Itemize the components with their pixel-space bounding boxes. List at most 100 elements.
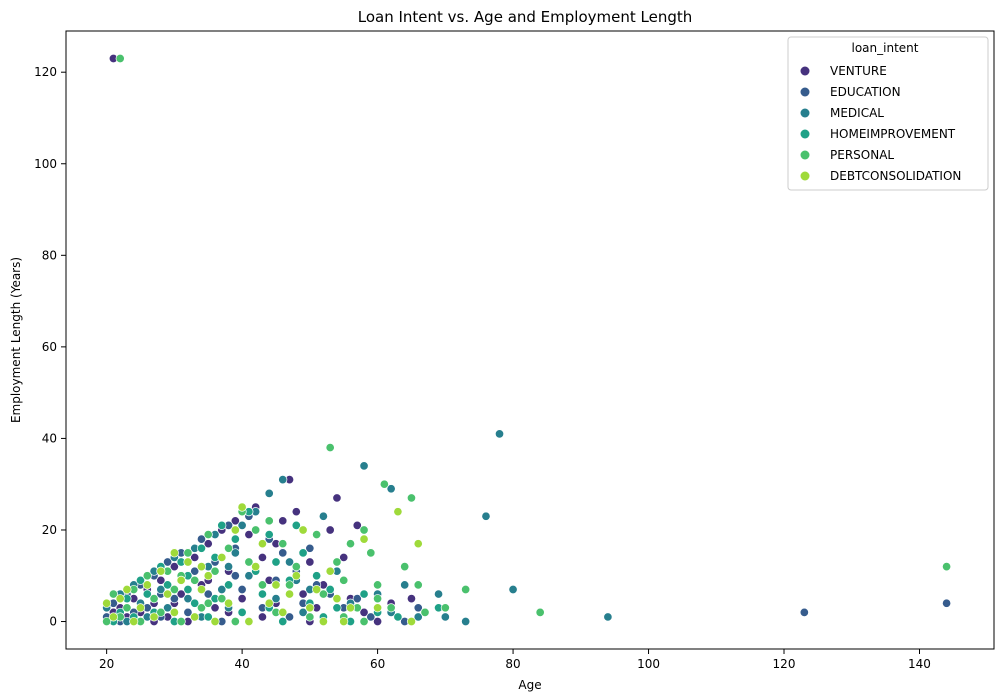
data-point xyxy=(278,516,288,526)
data-point xyxy=(264,516,274,526)
data-point xyxy=(230,616,240,627)
data-point xyxy=(393,612,403,622)
data-point xyxy=(264,598,274,608)
data-point xyxy=(379,479,389,489)
data-point xyxy=(400,580,410,590)
data-point xyxy=(494,429,505,439)
data-point xyxy=(196,543,207,553)
data-point xyxy=(305,543,315,553)
data-point xyxy=(386,484,396,494)
data-point xyxy=(359,534,369,544)
data-point xyxy=(942,598,952,608)
data-point xyxy=(366,612,376,622)
series-debtconsolidation xyxy=(102,502,423,627)
data-point xyxy=(244,530,254,540)
x-axis: 20 40 60 80 100 120 140 xyxy=(99,649,931,671)
x-tick-label: 120 xyxy=(773,657,796,671)
y-axis: 0 20 40 60 80 100 120 xyxy=(34,65,66,629)
data-point xyxy=(359,616,369,627)
data-point xyxy=(325,584,335,595)
data-point xyxy=(156,575,166,585)
data-point xyxy=(413,612,423,622)
y-tick-label: 60 xyxy=(42,340,57,354)
data-point xyxy=(142,571,152,581)
data-point xyxy=(122,603,132,613)
x-tick-label: 100 xyxy=(637,657,660,671)
data-point xyxy=(230,534,240,544)
data-point xyxy=(224,580,234,590)
data-point xyxy=(373,580,383,590)
data-point xyxy=(169,607,179,617)
data-point xyxy=(359,607,369,617)
data-point xyxy=(203,530,213,540)
x-tick-label: 60 xyxy=(370,657,385,671)
data-point xyxy=(244,571,254,581)
data-point xyxy=(257,612,267,622)
data-point xyxy=(413,539,423,549)
data-point xyxy=(461,584,471,595)
data-point xyxy=(210,603,220,613)
data-point xyxy=(135,603,146,613)
data-point xyxy=(345,603,356,613)
x-tick-label: 20 xyxy=(99,657,114,671)
data-point xyxy=(183,584,193,595)
x-tick-label: 140 xyxy=(908,657,931,671)
data-point xyxy=(203,589,213,599)
data-point xyxy=(400,562,410,572)
x-tick-label: 80 xyxy=(505,657,520,671)
y-tick-label: 40 xyxy=(42,431,57,445)
data-point xyxy=(373,603,383,613)
data-point xyxy=(163,603,173,613)
data-point xyxy=(115,594,125,604)
data-point xyxy=(230,571,240,581)
data-point xyxy=(312,571,322,581)
data-point xyxy=(183,548,193,558)
legend-marker xyxy=(800,87,810,97)
data-point xyxy=(196,584,207,595)
plot-frame xyxy=(65,30,995,650)
data-point xyxy=(237,594,247,604)
data-point xyxy=(169,562,179,572)
legend-label: HOMEIMPROVEMENT xyxy=(830,127,956,141)
data-point xyxy=(230,516,240,526)
data-point xyxy=(190,552,200,562)
data-point xyxy=(298,589,308,599)
data-point xyxy=(352,520,362,530)
data-point xyxy=(142,580,152,590)
data-point xyxy=(217,520,227,530)
data-point xyxy=(257,580,267,590)
data-point xyxy=(352,594,362,604)
data-point xyxy=(251,525,261,535)
data-point xyxy=(312,530,322,540)
data-point xyxy=(163,589,173,599)
data-point xyxy=(190,612,200,622)
data-point xyxy=(339,552,349,562)
legend-marker xyxy=(800,171,810,181)
data-point xyxy=(230,548,240,558)
data-point xyxy=(603,612,613,622)
data-point xyxy=(413,603,423,613)
data-point xyxy=(217,584,227,595)
data-point xyxy=(224,562,234,572)
data-point xyxy=(508,584,518,595)
data-point xyxy=(339,616,349,627)
data-point xyxy=(420,607,430,617)
data-point xyxy=(291,520,301,530)
data-point xyxy=(461,616,471,627)
data-point xyxy=(278,607,288,617)
data-point xyxy=(291,571,301,581)
data-point xyxy=(224,543,234,553)
data-point xyxy=(237,607,247,617)
data-point xyxy=(224,598,234,608)
data-point xyxy=(108,612,118,622)
legend-box xyxy=(787,36,989,191)
data-point xyxy=(196,562,207,572)
data-point xyxy=(318,589,328,599)
data-point xyxy=(190,598,200,608)
data-point xyxy=(237,502,247,512)
data-point xyxy=(244,616,254,627)
data-point xyxy=(176,575,186,585)
series-venture xyxy=(102,53,417,627)
data-point xyxy=(413,580,423,590)
data-point xyxy=(176,589,186,599)
